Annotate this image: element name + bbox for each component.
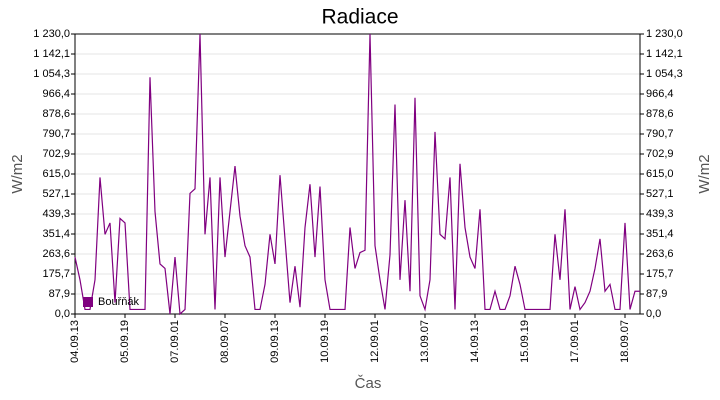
legend-label: Bouřňák [98,296,139,308]
x-tick-label: 12.09.01 [369,320,381,363]
y-axis-label: W/m2 [9,154,26,193]
y-tick-label: 87,9 [49,288,70,300]
x-axis-label: Čas [355,375,382,392]
x-tick-label: 13.09.07 [419,320,431,363]
x-tick-label: 07.09.01 [169,320,181,363]
x-tick-label: 18.09.07 [619,320,631,363]
chart-title: Radiace [321,6,398,29]
x-tick-label: 17.09.01 [569,320,581,363]
y2-tick-label: 439,3 [646,208,674,220]
y-tick-label: 263,6 [42,248,70,260]
y2-tick-label: 966,4 [646,88,674,100]
y-tick-label: 615,0 [42,168,70,180]
legend-swatch [83,297,93,307]
y-tick-label: 351,4 [42,228,70,240]
x-tick-label: 14.09.13 [469,320,481,363]
y-tick-label: 1 142,1 [33,48,70,60]
y-tick-label: 1 054,3 [33,68,70,80]
plot-frame [74,33,641,315]
x-tick-label: 08.09.07 [219,320,231,363]
y-tick-label: 702,9 [42,148,70,160]
y2-tick-label: 878,6 [646,108,674,120]
data-line [74,33,640,316]
y-tick-label: 1 230,0 [33,28,70,40]
y2-tick-label: 263,6 [646,248,674,260]
y-tick-label: 175,7 [42,268,70,280]
x-tick-label: 04.09.13 [69,320,81,363]
x-tick-label: 10.09.19 [319,320,331,363]
x-tick-label: 05.09.19 [119,320,131,363]
y-tick-label: 966,4 [42,88,70,100]
y-tick-label: 878,6 [42,108,70,120]
y2-tick-label: 175,7 [646,268,674,280]
y2-tick-label: 351,4 [646,228,674,240]
y2-tick-label: 1 230,0 [646,28,683,40]
y2-tick-label: 87,9 [646,288,667,300]
y-tick-label: 439,3 [42,208,70,220]
x-tick-label: 09.09.13 [269,320,281,363]
y2-tick-label: 615,0 [646,168,674,180]
y2-tick-label: 1 054,3 [646,68,683,80]
x-tick-label: 15.09.19 [519,320,531,363]
y2-tick-label: 702,9 [646,148,674,160]
y-tick-label: 0,0 [55,308,70,320]
y-tick-label: 790,7 [42,128,70,140]
y2-tick-label: 1 142,1 [646,48,683,60]
y2-tick-label: 0,0 [646,308,661,320]
y2-axis-label: W/m2 [696,154,713,193]
y-tick-label: 527,1 [42,188,70,200]
y2-tick-label: 527,1 [646,188,674,200]
y2-tick-label: 790,7 [646,128,674,140]
